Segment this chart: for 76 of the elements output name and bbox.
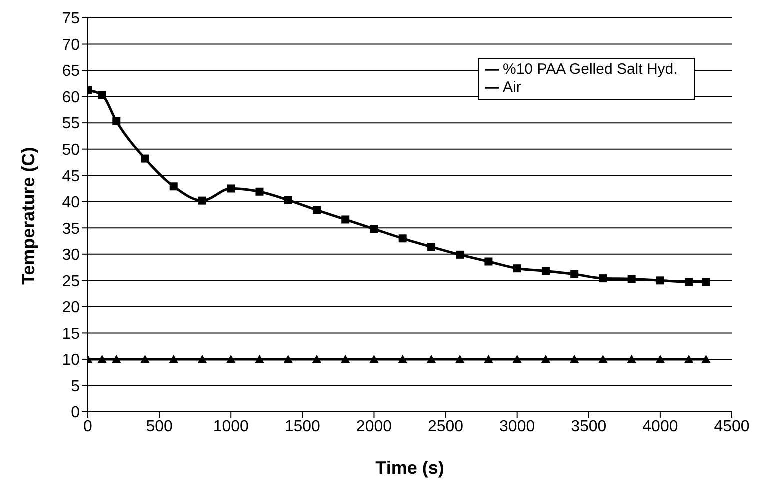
y-tick-label: 10 <box>62 352 80 370</box>
y-tick-label: 0 <box>71 404 80 422</box>
point <box>312 354 322 363</box>
point <box>541 354 550 363</box>
point <box>255 354 264 363</box>
x-tick-label: 1000 <box>213 418 250 436</box>
x-tick-label: 4000 <box>642 418 678 436</box>
point <box>570 270 579 278</box>
x-tick-label: 500 <box>146 418 173 436</box>
point <box>256 188 264 196</box>
y-tick-label: 55 <box>62 116 80 133</box>
point <box>456 354 465 363</box>
y-tick-label: 40 <box>62 194 80 212</box>
point <box>227 184 236 193</box>
point <box>627 354 636 363</box>
point <box>656 276 664 285</box>
x-tick-label: 2500 <box>428 418 464 436</box>
point <box>684 354 694 363</box>
x-tick-label: 2000 <box>356 418 392 436</box>
legend-label: %10 PAA Gelled Salt Hyd. <box>503 61 678 78</box>
y-tick-label: 50 <box>62 142 80 160</box>
x-tick-label: 0 <box>84 418 93 436</box>
y-tick-label: 45 <box>62 168 80 186</box>
point <box>370 225 378 234</box>
y-tick-label: 25 <box>62 273 80 290</box>
y-tick-label: 65 <box>62 63 80 80</box>
point <box>456 250 464 259</box>
x-tick-label: 1500 <box>284 418 321 436</box>
y-tick-label: 15 <box>62 326 80 343</box>
y-tick-label: 20 <box>62 300 80 317</box>
point <box>542 267 550 276</box>
point <box>427 243 436 252</box>
point <box>598 354 608 363</box>
point <box>341 354 350 363</box>
point <box>398 354 408 363</box>
point <box>98 354 107 363</box>
point <box>169 354 178 363</box>
x-tick-label: 3000 <box>500 418 536 436</box>
y-tick-label: 35 <box>62 220 80 238</box>
point <box>112 117 121 126</box>
point <box>484 354 494 363</box>
point <box>398 234 407 243</box>
point <box>312 206 321 214</box>
point <box>702 354 711 363</box>
y-tick-label: 30 <box>62 247 80 264</box>
point <box>112 354 122 363</box>
point <box>198 354 207 363</box>
x-tick-label: 3500 <box>571 418 607 436</box>
y-tick-label: 60 <box>62 89 80 106</box>
point <box>570 354 580 363</box>
point <box>284 354 293 363</box>
point <box>656 354 665 363</box>
point <box>599 274 608 283</box>
point <box>426 354 436 363</box>
point <box>512 354 522 363</box>
y-axis-title: Temperature (C) <box>18 147 38 285</box>
point <box>342 216 350 224</box>
point <box>98 91 106 100</box>
legend-label: Air <box>503 79 522 96</box>
point <box>702 278 710 286</box>
point <box>198 196 206 205</box>
x-axis-title: Time (s) <box>376 458 444 478</box>
point <box>170 182 178 191</box>
y-tick-label: 5 <box>71 378 80 396</box>
y-tick-label: 75 <box>62 10 80 28</box>
point <box>226 354 236 363</box>
x-tick-label: 4500 <box>714 418 750 436</box>
point <box>284 196 292 204</box>
point <box>513 264 522 273</box>
point <box>141 154 150 163</box>
point <box>484 258 493 266</box>
point <box>628 275 636 284</box>
point <box>140 354 150 363</box>
point <box>370 354 379 363</box>
point <box>685 278 694 286</box>
y-tick-label: 70 <box>62 36 80 54</box>
